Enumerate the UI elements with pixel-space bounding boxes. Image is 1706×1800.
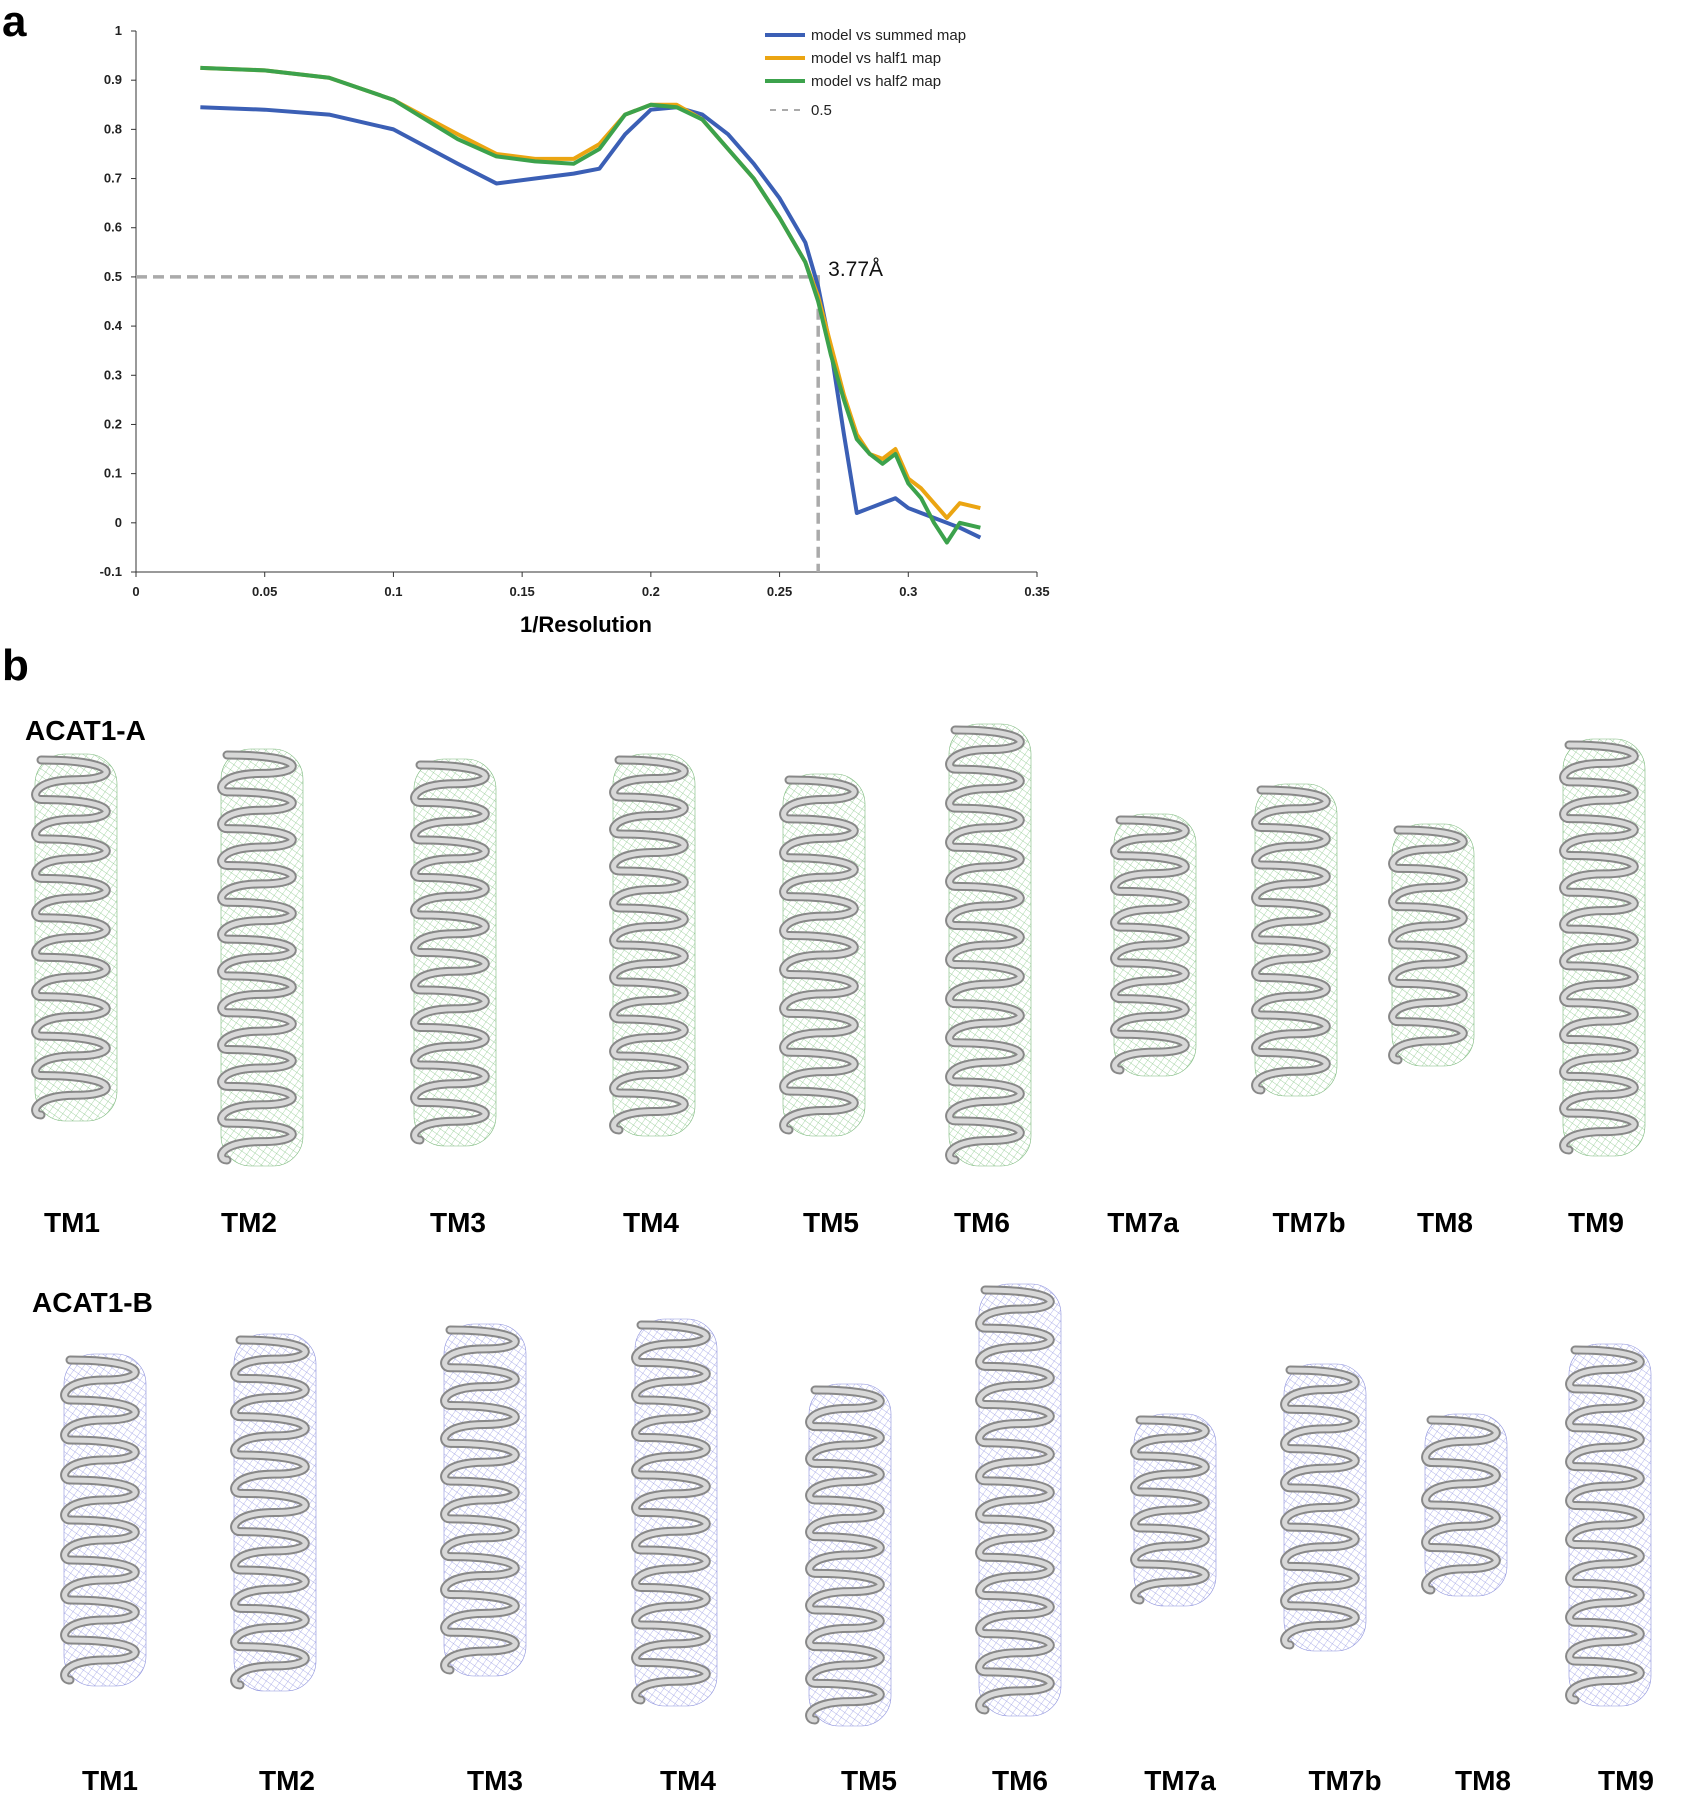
helix-label: TM7b <box>1308 1765 1381 1796</box>
group-label: ACAT1-B <box>32 1287 153 1318</box>
legend-label: 0.5 <box>811 102 832 119</box>
helix-label: TM3 <box>430 1207 486 1238</box>
helix-backbone <box>412 762 488 1143</box>
helix-backbone <box>1282 1367 1358 1648</box>
helix-backbone <box>1561 742 1637 1153</box>
helix-label: TM7a <box>1107 1207 1179 1238</box>
helix-backbone <box>781 777 857 1133</box>
panel-label: a <box>2 0 27 46</box>
helix-backbone <box>442 1327 518 1673</box>
annotation: 3.77Å <box>828 258 883 281</box>
x-tick-label: 0.3 <box>899 584 917 599</box>
helix-backbone <box>62 1357 138 1683</box>
x-tick-label: 0.05 <box>252 584 277 599</box>
x-tick-label: 0.15 <box>509 584 534 599</box>
helix-label: TM9 <box>1598 1765 1654 1796</box>
y-tick-label: 0.2 <box>104 416 122 431</box>
y-tick-label: 0.8 <box>104 121 122 136</box>
legend-label: model vs half1 map <box>811 50 941 67</box>
helix-backbone <box>1112 817 1188 1073</box>
y-tick-label: 0.9 <box>104 72 122 87</box>
y-tick-label: 0.1 <box>104 466 122 481</box>
y-tick-label: 0.5 <box>104 269 122 284</box>
y-tick-label: 0.3 <box>104 367 122 382</box>
y-tick-label: 1 <box>115 23 122 38</box>
helix-label: TM5 <box>803 1207 859 1238</box>
helix-label: TM1 <box>82 1765 138 1796</box>
helix-backbone <box>977 1287 1053 1713</box>
helix-label: TM2 <box>221 1207 277 1238</box>
helix-backbone <box>947 727 1023 1163</box>
y-tick-label: -0.1 <box>100 564 122 579</box>
y-tick-label: 0.6 <box>104 220 122 235</box>
helix-backbone <box>1253 787 1329 1093</box>
helix-label: TM7a <box>1144 1765 1216 1796</box>
reference-line <box>136 275 820 572</box>
group-label: ACAT1-A <box>25 715 146 746</box>
helix-backbone <box>1132 1417 1208 1603</box>
x-tick-label: 0.25 <box>767 584 792 599</box>
x-axis-label: 1/Resolution <box>520 612 652 637</box>
x-tick-label: 0 <box>132 584 139 599</box>
series-line <box>200 65 981 545</box>
helix-label: TM2 <box>259 1765 315 1796</box>
helix-label: TM6 <box>992 1765 1048 1796</box>
helix-label: TM8 <box>1455 1765 1511 1796</box>
helix-label: TM1 <box>44 1207 100 1238</box>
series-line <box>200 105 982 540</box>
legend-label: model vs half2 map <box>811 73 941 90</box>
helix-backbone <box>1390 827 1466 1063</box>
helix-backbone <box>219 752 295 1163</box>
helix-backbone <box>633 1322 709 1703</box>
helix-backbone <box>232 1337 308 1688</box>
x-tick-label: 0.35 <box>1024 584 1049 599</box>
y-tick-label: 0.4 <box>104 318 123 333</box>
helix-label: TM9 <box>1568 1207 1624 1238</box>
helix-label: TM5 <box>841 1765 897 1796</box>
helix-label: TM3 <box>467 1765 523 1796</box>
y-tick-label: 0 <box>115 515 122 530</box>
legend-label: model vs summed map <box>811 27 966 44</box>
x-tick-label: 0.2 <box>642 584 660 599</box>
helix-backbone <box>33 757 109 1118</box>
helix-label: TM7b <box>1272 1207 1345 1238</box>
panel-label: b <box>2 641 29 690</box>
series-line <box>200 65 981 520</box>
helix-label: TM4 <box>660 1765 716 1796</box>
helix-backbone <box>611 757 687 1133</box>
helix-label: TM6 <box>954 1207 1010 1238</box>
helix-label: TM4 <box>623 1207 679 1238</box>
helix-backbone <box>807 1387 883 1723</box>
helix-backbone <box>1423 1417 1499 1593</box>
helix-backbone <box>1567 1347 1643 1703</box>
helix-label: TM8 <box>1417 1207 1473 1238</box>
y-tick-label: 0.7 <box>104 171 122 186</box>
x-tick-label: 0.1 <box>384 584 402 599</box>
